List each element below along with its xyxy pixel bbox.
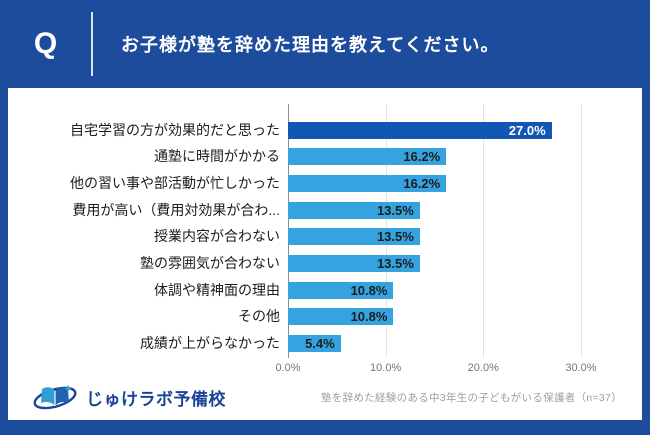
header-divider: [91, 12, 93, 76]
brand-logo-icon: [33, 385, 77, 410]
bar-value-label: 16.2%: [403, 175, 441, 191]
chart-card: 0.0% 10.0% 20.0% 30.0% 自宅学習の方が効果的だと思った 27.0% 通…: [8, 88, 642, 420]
bar: 27.0%: [288, 121, 552, 139]
x-gridline: [580, 104, 582, 358]
bar-value-label: 13.5%: [376, 229, 414, 245]
x-gridline: [483, 104, 485, 358]
category-label: 体調や精神面の理由: [154, 281, 280, 298]
card-footer: じゅけラボ予備校 塾を辞めた経験のある中3年生の子どもがいる保護者（n=37）: [8, 382, 642, 420]
bar-value-label: 27.0%: [508, 122, 546, 138]
bar: 13.5%: [288, 228, 420, 246]
bar: 16.2%: [288, 148, 447, 166]
category-label: 費用が高い（費用対効果が合わ...: [72, 201, 280, 218]
bar: 13.5%: [288, 201, 420, 219]
x-axis-tick-label: 30.0%: [565, 362, 597, 374]
question-mark-label: Q: [33, 27, 58, 60]
question-title: お子様が塾を辞めた理由を教えてください。: [121, 35, 500, 55]
bar-value-label: 10.8%: [350, 309, 388, 325]
bar: 16.2%: [288, 174, 447, 192]
bar-value-label: 10.8%: [350, 282, 388, 298]
question-header: Q お子様が塾を辞めた理由を教えてください。: [0, 0, 650, 88]
category-label: 授業内容が合わない: [154, 228, 280, 245]
brand-logo: じゅけラボ予備校: [32, 381, 226, 413]
category-label: 塾の雰囲気が合わない: [140, 255, 280, 271]
bar: 10.8%: [288, 281, 394, 299]
category-label: その他: [238, 308, 280, 325]
bar-value-label: 5.4%: [305, 336, 335, 352]
bar-value-label: 13.5%: [376, 202, 414, 218]
bar-value-label: 13.5%: [376, 256, 414, 271]
bottom-accent-band: [0, 420, 650, 435]
category-label: 他の習い事や部活動が忙しかった: [70, 174, 280, 191]
bar-chart: 0.0% 10.0% 20.0% 30.0% 自宅学習の方が効果的だと思った 27.0% 通…: [8, 104, 642, 374]
category-label: 自宅学習の方が効果的だと思った: [70, 121, 280, 138]
bar: 13.5%: [288, 255, 420, 272]
bar: 5.4%: [288, 335, 341, 353]
x-axis-tick-label: 0.0%: [275, 362, 301, 374]
x-axis-tick-label: 10.0%: [370, 362, 402, 374]
category-label: 通塾に時間がかかる: [154, 148, 280, 165]
bar-value-label: 16.2%: [403, 149, 441, 165]
brand-logo-text: じゅけラボ予備校: [86, 389, 226, 409]
x-axis-tick-label: 20.0%: [467, 362, 499, 374]
bar: 10.8%: [288, 308, 394, 326]
sample-note: 塾を辞めた経験のある中3年生の子どもがいる保護者（n=37）: [321, 391, 622, 404]
category-label: 成績が上がらなかった: [140, 335, 280, 352]
